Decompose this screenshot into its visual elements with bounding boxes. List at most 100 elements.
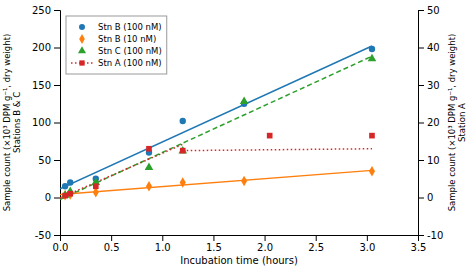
tick: 200 <box>32 42 60 53</box>
tick-mark <box>418 10 424 11</box>
tick: 50 <box>418 5 440 16</box>
tick-mark <box>54 48 60 49</box>
point <box>62 183 68 189</box>
tick: -50 <box>35 230 60 241</box>
tick: 10 <box>418 155 440 166</box>
legend-label: Stn C (100 nM) <box>98 46 162 56</box>
x-axis-title: Incubation time (hours) <box>180 255 298 266</box>
y-axis-title: Sample count (×10³ DPM g⁻¹, dry weight)S… <box>2 34 22 212</box>
tick: 250 <box>32 5 60 16</box>
axis: -10 0 10 20 30 40 50 <box>418 5 443 241</box>
tick-mark <box>418 235 424 236</box>
axis-line <box>54 11 61 236</box>
fit-line <box>60 144 183 198</box>
tick: 3.5 <box>411 235 427 253</box>
legend-symbol <box>79 24 85 30</box>
legend-label: Stn A (100 nM) <box>98 58 162 68</box>
tick-label: 0 <box>45 192 51 203</box>
tick-label: 2.0 <box>257 242 273 253</box>
tick-mark <box>418 85 424 86</box>
tick-label: 2.5 <box>308 242 324 253</box>
tick-label: 200 <box>32 42 51 53</box>
tick-label: -10 <box>427 230 443 241</box>
tick-label: 40 <box>427 42 440 53</box>
axis: -50 0 50 100 150 200 250 <box>32 5 61 241</box>
fit-line <box>60 46 372 189</box>
tick-mark <box>213 235 214 241</box>
tick: 1.0 <box>155 235 171 253</box>
tick-mark <box>367 235 368 241</box>
tick-label: 3.0 <box>359 242 375 253</box>
tick-mark <box>316 235 317 241</box>
tick-mark <box>162 235 163 241</box>
point <box>369 46 375 52</box>
tick-label: 50 <box>427 5 440 16</box>
point <box>369 166 375 177</box>
tick-mark <box>54 198 60 199</box>
chart: 0.00.51.01.52.02.53.03.5-500501001502002… <box>0 0 474 269</box>
tick-mark <box>111 235 112 241</box>
tick-label: 30 <box>427 80 440 91</box>
point <box>368 54 377 61</box>
point <box>93 183 99 189</box>
legend: Stn B (100 nM) Stn B (10 nM) Stn C (100 nM… <box>66 16 167 74</box>
point <box>67 179 73 185</box>
tick: 40 <box>418 42 440 53</box>
tick: 100 <box>32 117 60 128</box>
point <box>241 176 247 187</box>
tick-label: 100 <box>32 117 51 128</box>
legend-symbol <box>79 60 84 65</box>
tick-label: 10 <box>427 155 440 166</box>
point <box>180 148 186 154</box>
tick-mark <box>54 85 60 86</box>
legend-box <box>66 16 167 74</box>
tick-mark <box>418 198 424 199</box>
y2-axis-title: Sample count (×10³ DPM g⁻¹, dry weight)S… <box>447 34 467 212</box>
fit-line <box>60 170 372 194</box>
point <box>369 133 375 139</box>
point <box>62 193 68 199</box>
tick-label: 1.0 <box>155 242 171 253</box>
tick: 3.0 <box>359 235 375 253</box>
tick-label: 20 <box>427 117 440 128</box>
point <box>145 163 154 170</box>
point <box>178 146 187 153</box>
tick-label: 150 <box>32 80 51 91</box>
point <box>146 146 152 152</box>
tick-mark <box>418 123 424 124</box>
tick: 2.0 <box>257 235 273 253</box>
tick-label: 0.0 <box>53 242 69 253</box>
tick: 2.5 <box>308 235 324 253</box>
point <box>240 97 249 104</box>
axis: 0.0 0.5 1.0 1.5 2.0 2.5 3.0 3.5 <box>53 235 427 253</box>
tick-mark <box>418 160 424 161</box>
tick-mark <box>54 235 60 236</box>
tick-label: 1.5 <box>206 242 222 253</box>
tick-mark <box>418 48 424 49</box>
point <box>180 177 186 188</box>
legend-symbol <box>78 46 86 53</box>
legend-symbol <box>79 34 85 44</box>
axis-line <box>419 11 425 236</box>
fit-line <box>60 56 372 199</box>
tick: 1.5 <box>206 235 222 253</box>
point <box>67 191 73 197</box>
tick: 30 <box>418 80 440 91</box>
point <box>146 181 152 192</box>
plot: 0.00.51.01.52.02.53.03.5-500501001502002… <box>2 5 467 266</box>
tick: 20 <box>418 117 440 128</box>
point <box>267 133 273 139</box>
legend-label: Stn B (10 nM) <box>98 34 156 44</box>
tick-mark <box>265 235 266 241</box>
tick-mark <box>54 10 60 11</box>
tick-mark <box>54 123 60 124</box>
axis-line <box>61 236 419 242</box>
tick: 0 <box>418 192 433 203</box>
tick-label: 0.5 <box>104 242 120 253</box>
tick-label: 250 <box>32 5 51 16</box>
fit-line <box>183 149 372 151</box>
tick-label: 3.5 <box>411 242 427 253</box>
legend-label: Stn B (100 nM) <box>98 22 162 32</box>
tick: 50 <box>38 155 60 166</box>
tick: 0 <box>45 192 60 203</box>
